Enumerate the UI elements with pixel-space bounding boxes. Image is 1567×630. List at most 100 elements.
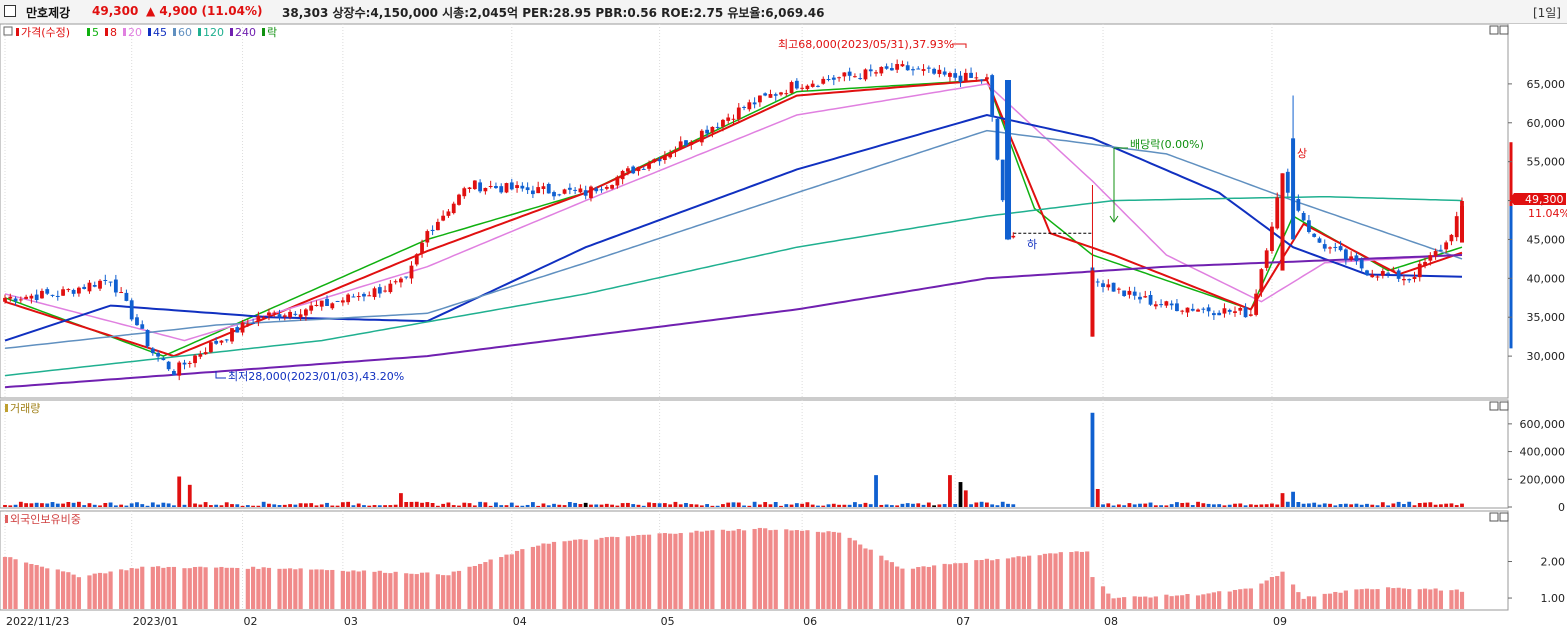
foreign-ratio-bar <box>446 575 451 609</box>
foreign-ratio-bar <box>520 549 525 609</box>
volume-bar <box>1460 503 1464 507</box>
volume-bar <box>71 502 76 507</box>
volume-bar <box>92 504 97 507</box>
foreign-ratio-bar <box>694 530 699 609</box>
x-tick-label: 07 <box>956 615 970 628</box>
volume-panel-controls[interactable] <box>1489 401 1509 411</box>
candle-body <box>383 290 387 292</box>
foreign-ratio-bar <box>646 534 652 609</box>
volume-bar <box>319 504 324 507</box>
candle-body <box>193 355 197 364</box>
candle-body <box>1270 226 1274 251</box>
foreign-ratio-bar <box>1433 588 1438 609</box>
foreign-ratio-bar <box>1391 588 1396 609</box>
volume-bar <box>404 502 409 507</box>
volume-bar <box>504 505 509 507</box>
candle-body <box>1106 284 1111 288</box>
foreign-ratio-bar <box>261 567 266 609</box>
close-icon[interactable] <box>1499 25 1509 35</box>
candle-body <box>874 72 878 74</box>
minimize-icon[interactable] <box>1489 25 1499 35</box>
foreign-ratio-bar <box>852 540 858 609</box>
price-axis: 65,00060,00055,00050,00045,00040,00035,0… <box>1508 78 1565 363</box>
candle-body <box>979 79 984 81</box>
foreign-ratio-bar <box>900 568 905 609</box>
high-annotation: 최고68,000(2023/05/31),37.93% <box>778 38 967 51</box>
foreign-ratio-bar <box>287 568 293 609</box>
candle-body <box>1407 279 1412 281</box>
close-icon[interactable] <box>1499 401 1509 411</box>
volume-bar <box>282 504 287 507</box>
foreign-ratio-bar <box>150 566 155 609</box>
foreign-ratio-bar <box>995 559 1000 609</box>
volume-bar <box>874 475 878 507</box>
candle-body <box>752 102 757 105</box>
volume-bar <box>932 505 937 507</box>
price-tick-label: 45,000 <box>1527 233 1566 246</box>
candle-body <box>662 155 667 160</box>
volume-bar <box>166 503 171 507</box>
volume-bar <box>1402 504 1406 507</box>
candle-body <box>668 153 673 158</box>
volume-bar <box>1270 503 1274 507</box>
candle-body <box>1428 255 1433 261</box>
foreign-ratio-bar <box>689 532 694 609</box>
candle-body <box>515 185 519 189</box>
volume-bar <box>140 504 145 507</box>
candle-body <box>779 92 783 95</box>
volume-bar <box>810 504 815 507</box>
foreign-ratio-bar <box>435 574 440 609</box>
candle-body <box>615 176 620 186</box>
volume-bar <box>1095 488 1100 507</box>
foreign-ratio-bar <box>879 555 884 609</box>
foreign-ratio-bar <box>251 566 256 609</box>
foreign-ratio-bar <box>546 543 551 609</box>
volume-bar <box>119 504 124 507</box>
volume-bar <box>583 502 588 507</box>
candle-body <box>140 324 145 329</box>
candle-body <box>1343 249 1348 260</box>
foreign-panel-controls[interactable] <box>1489 512 1509 522</box>
volume-bar <box>3 504 7 507</box>
candle-body <box>604 186 609 189</box>
volume-bar <box>779 505 783 507</box>
candle-body <box>900 64 905 67</box>
foreign-ratio-bar <box>1100 586 1106 609</box>
volume-bar <box>1333 505 1338 507</box>
x-tick-label: 03 <box>344 615 358 628</box>
candle-body <box>214 340 219 344</box>
foreign-ratio-bar <box>346 571 351 609</box>
candle-body <box>810 83 815 87</box>
volume-bar <box>1322 503 1327 507</box>
foreign-ratio-bar <box>92 573 97 609</box>
foreign-ratio-bar <box>541 543 546 609</box>
minimize-icon[interactable] <box>1489 401 1499 411</box>
price-tick-label: 60,000 <box>1527 117 1566 130</box>
candle-body <box>995 118 1000 160</box>
candle-body <box>1449 234 1454 242</box>
minimize-icon[interactable] <box>1489 512 1499 522</box>
volume-tick-label: 400,000 <box>1520 446 1566 459</box>
foreign-tick-label: 1.00 <box>1541 592 1566 605</box>
volume-bar <box>573 502 578 507</box>
price-panel-controls[interactable] <box>1489 25 1509 35</box>
candle-body <box>166 361 171 370</box>
foreign-ratio-bar <box>662 533 667 609</box>
volume-bar <box>1391 503 1396 507</box>
candle-body <box>277 314 282 318</box>
candle-body <box>457 194 461 205</box>
candle-body <box>789 82 794 94</box>
candle-body <box>926 67 931 69</box>
candle-body <box>98 280 102 289</box>
foreign-ratio-bar <box>161 567 166 609</box>
period-selector[interactable]: [1일] <box>1532 6 1561 20</box>
volume-bar <box>383 505 387 507</box>
up-limit-mark: 상 <box>1297 147 1307 160</box>
volume-bar <box>388 505 393 507</box>
volume-bar <box>678 504 683 507</box>
close-icon[interactable] <box>1499 512 1509 522</box>
foreign-ratio-bar <box>1116 597 1121 609</box>
volume-bar <box>499 505 504 507</box>
checkbox-icon[interactable] <box>4 5 16 17</box>
foreign-ratio-bar <box>441 575 446 609</box>
